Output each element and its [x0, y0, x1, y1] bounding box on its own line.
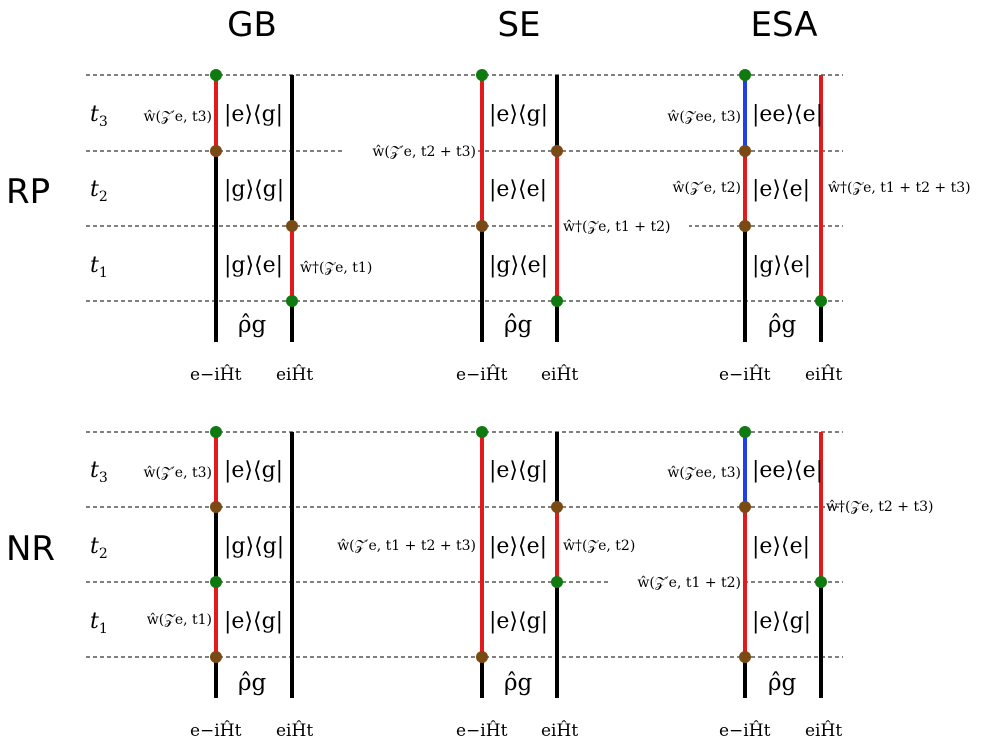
- rp-esa-op-t123: ŵ†(𝒵e, t1 + t2 + t3): [828, 180, 971, 196]
- nr-se-dot-bottom: [476, 651, 488, 663]
- rp-se-op-t12: ŵ†(𝒵e, t1 + t2): [563, 219, 670, 235]
- rp-se-prop-right: eiĤt: [541, 364, 578, 385]
- nr-esa-dot-right: [815, 576, 827, 588]
- rp-esa-state-t2: |e⟩⟨e|: [752, 177, 810, 202]
- nr-se-state-t3: |e⟩⟨g|: [489, 458, 548, 483]
- nr-time-t3: t3: [90, 458, 108, 486]
- rp-esa-state-t1: |g⟩⟨e|: [752, 253, 811, 278]
- rp-gb-dot-right: [286, 220, 298, 232]
- nr-gb-dot-mid: [210, 501, 222, 513]
- rp-se-dot-left: [476, 220, 488, 232]
- nr-esa-dot-bottom: [739, 651, 751, 663]
- nr-time-t2: t2: [90, 534, 108, 562]
- nr-esa-dot-top: [739, 426, 751, 438]
- rp-gb-prop-right: eiĤt: [276, 364, 313, 385]
- rp-esa-op-t2: ŵ(𝒵′e, t2): [673, 180, 741, 196]
- nr-esa-state-t1: |e⟩⟨g|: [752, 609, 811, 634]
- nr-esa-op-t3: ŵ(𝒵ee, t3): [667, 465, 741, 481]
- rp-esa-dot-bottom: [815, 295, 827, 307]
- rp-se-diagram: |e⟩⟨g| |e⟩⟨e| |g⟩⟨e| ŵ(𝒵′e, t2 + t3) ŵ†(…: [342, 69, 689, 385]
- nr-esa-prop-left: e−iĤt: [719, 720, 771, 741]
- rp-se-op-bg2: [561, 216, 689, 236]
- nr-gb-dot-low: [210, 576, 222, 588]
- nr-gb-state-t2: |g⟩⟨g|: [224, 534, 284, 559]
- nr-se-prop-left: e−iĤt: [456, 720, 508, 741]
- rp-time-t1: t1: [90, 253, 108, 281]
- header-se: SE: [497, 5, 540, 45]
- rp-se-dot-top: [476, 69, 488, 81]
- nr-se-diagram: |e⟩⟨g| |e⟩⟨e| |e⟩⟨g| ŵ(𝒵′e, t1 + t2 + t3…: [337, 426, 635, 741]
- nr-gb-dot-bottom: [210, 651, 222, 663]
- nr-se-density: ρ̂g: [504, 670, 533, 696]
- rp-se-state-t2: |e⟩⟨e|: [489, 177, 547, 202]
- rp-se-state-t3: |e⟩⟨g|: [489, 102, 548, 127]
- nr-esa-op-t12: ŵ(𝒵′e, t1 + t2): [637, 575, 741, 591]
- rp-esa-dot-low: [739, 220, 751, 232]
- nr-esa-density: ρ̂g: [768, 670, 797, 696]
- nr-se-op-t2: ŵ†(𝒵e, t2): [563, 538, 635, 554]
- rp-esa-dot-mid: [739, 145, 751, 157]
- rp-esa-state-t3: |ee⟩⟨e|: [752, 102, 823, 127]
- nr-gb-op-t3: ŵ(𝒵′e, t3): [144, 465, 212, 481]
- nr-gb-prop-right: eiĤt: [276, 720, 313, 741]
- rp-time-t2: t2: [90, 177, 108, 205]
- nr-se-prop-right: eiĤt: [541, 720, 578, 741]
- nr-gb-state-t1: |e⟩⟨g|: [224, 609, 283, 634]
- rp-se-prop-left: e−iĤt: [456, 364, 508, 385]
- row-label-nr: NR: [6, 529, 55, 569]
- nr-esa-prop-right: eiĤt: [805, 720, 842, 741]
- nr-time-t1: t1: [90, 609, 108, 637]
- nr-gb-op-t1: ŵ(𝒵e, t1): [147, 612, 212, 628]
- rp-esa-prop-right: eiĤt: [805, 364, 842, 385]
- rp-se-dot-right: [551, 145, 563, 157]
- rp-gb-dot-bottom: [286, 295, 298, 307]
- nr-gb-prop-left: e−iĤt: [190, 720, 242, 741]
- rp-gb-density: ρ̂g: [238, 312, 267, 338]
- rp-se-op-bg: [342, 141, 478, 161]
- nr-gb-state-t3: |e⟩⟨g|: [224, 458, 283, 483]
- rp-time-t3: t3: [90, 102, 108, 130]
- nr-section: t3 t2 t1 |e⟩⟨g| |g⟩⟨g| |e⟩⟨g| ŵ(𝒵′e, t3)…: [86, 426, 933, 741]
- rp-se-state-t1: |g⟩⟨e|: [489, 253, 548, 278]
- nr-esa-op-bg: [608, 572, 742, 592]
- nr-esa-state-t3: |ee⟩⟨e|: [752, 458, 823, 483]
- nr-se-dot-top: [476, 426, 488, 438]
- rp-gb-state-t2: |g⟩⟨g|: [224, 177, 284, 202]
- rp-se-op-t23: ŵ(𝒵′e, t2 + t3): [372, 144, 476, 160]
- rp-se-dot-bottom: [551, 295, 563, 307]
- rp-esa-prop-left: e−iĤt: [719, 364, 771, 385]
- nr-esa-op-t23: ŵ†(𝒵e, t2 + t3): [826, 499, 933, 515]
- rp-esa-density: ρ̂g: [768, 312, 797, 338]
- rp-esa-dot-top: [739, 69, 751, 81]
- rp-gb-dot-mid: [210, 145, 222, 157]
- nr-esa-dot-mid: [739, 501, 751, 513]
- rp-section: t3 t2 t1 |e⟩⟨g| |g⟩⟨g| |g⟩⟨e| ŵ(𝒵′e, t3)…: [86, 69, 971, 385]
- rp-gb-op-t3: ŵ(𝒵′e, t3): [144, 109, 212, 125]
- nr-gb-density: ρ̂g: [238, 670, 267, 696]
- header-esa: ESA: [751, 5, 818, 45]
- row-label-rp: RP: [6, 172, 50, 212]
- rp-esa-op-t3: ŵ(𝒵ee, t3): [667, 109, 741, 125]
- rp-se-density: ρ̂g: [504, 312, 533, 338]
- rp-esa-diagram: |ee⟩⟨e| |e⟩⟨e| |g⟩⟨e| ŵ(𝒵ee, t3) ŵ(𝒵′e, …: [667, 69, 971, 385]
- nr-esa-state-t2: |e⟩⟨e|: [752, 534, 810, 559]
- rp-gb-op-t1: ŵ†(𝒵e, t1): [300, 260, 372, 276]
- rp-gb-diagram: |e⟩⟨g| |g⟩⟨g| |g⟩⟨e| ŵ(𝒵′e, t3) ŵ†(𝒵e, t…: [144, 69, 372, 385]
- nr-gb-diagram: |e⟩⟨g| |g⟩⟨g| |e⟩⟨g| ŵ(𝒵′e, t3) ŵ(𝒵e, t1…: [144, 426, 313, 741]
- nr-se-dot-right-top: [551, 501, 563, 513]
- header-gb: GB: [227, 5, 277, 45]
- rp-gb-prop-left: e−iĤt: [190, 364, 242, 385]
- nr-se-state-t2: |e⟩⟨e|: [489, 534, 547, 559]
- rp-gb-state-t3: |e⟩⟨g|: [224, 102, 283, 127]
- nr-esa-diagram: |ee⟩⟨e| |e⟩⟨e| |e⟩⟨g| ŵ(𝒵ee, t3) ŵ(𝒵′e, …: [608, 426, 933, 741]
- nr-se-op-t123: ŵ(𝒵′e, t1 + t2 + t3): [337, 538, 476, 554]
- rp-gb-dot-top: [210, 69, 222, 81]
- nr-gb-dot-top: [210, 426, 222, 438]
- rp-gb-state-t1: |g⟩⟨e|: [224, 253, 283, 278]
- nr-se-state-t1: |e⟩⟨g|: [489, 609, 548, 634]
- nr-se-dot-right-low: [551, 576, 563, 588]
